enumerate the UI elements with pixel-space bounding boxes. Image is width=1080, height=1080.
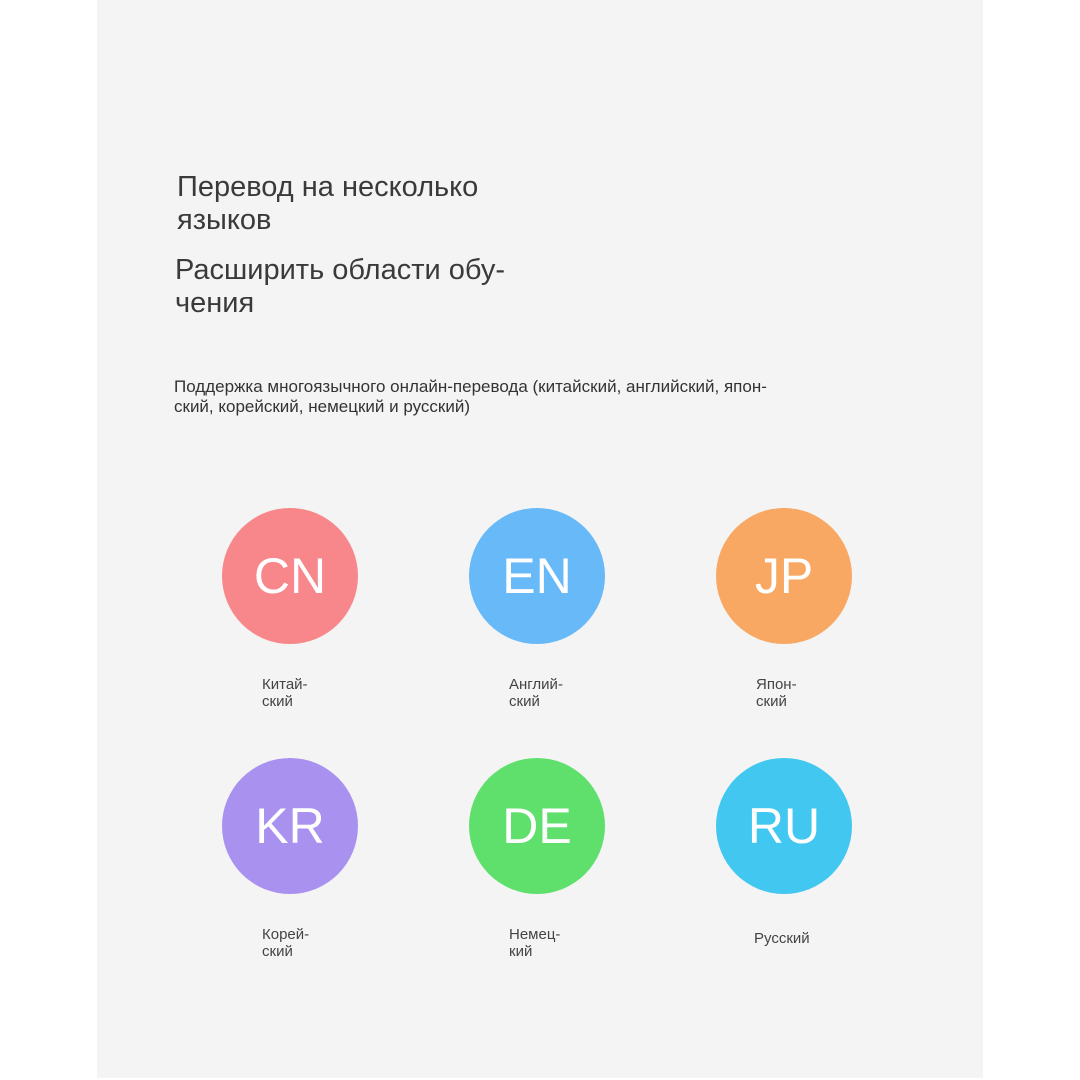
language-badge-en: EN	[469, 508, 605, 644]
language-badge-de: DE	[469, 758, 605, 894]
language-code: CN	[253, 548, 327, 604]
language-label: Корей- ский	[262, 926, 310, 960]
language-label: Англий- ский	[509, 676, 563, 710]
language-code: JP	[754, 548, 814, 604]
language-code: DE	[502, 798, 572, 854]
language-label: Русский	[754, 930, 810, 947]
language-badge-cn: CN	[222, 508, 358, 644]
heading-expand-learning: Расширить области обу- чения	[175, 254, 506, 319]
language-badge-ru: RU	[716, 758, 852, 894]
heading-multilanguage: Перевод на несколько языков	[177, 171, 479, 236]
language-label: Немец- кий	[509, 926, 561, 960]
description: Поддержка многоязычного онлайн-перевода …	[174, 377, 767, 416]
language-badge-jp: JP	[716, 508, 852, 644]
language-code: RU	[747, 798, 821, 854]
language-badge-kr: KR	[222, 758, 358, 894]
language-label: Япон- ский	[756, 676, 797, 710]
language-code: EN	[502, 548, 572, 604]
language-label: Китай- ский	[262, 676, 308, 710]
language-code: KR	[255, 798, 325, 854]
